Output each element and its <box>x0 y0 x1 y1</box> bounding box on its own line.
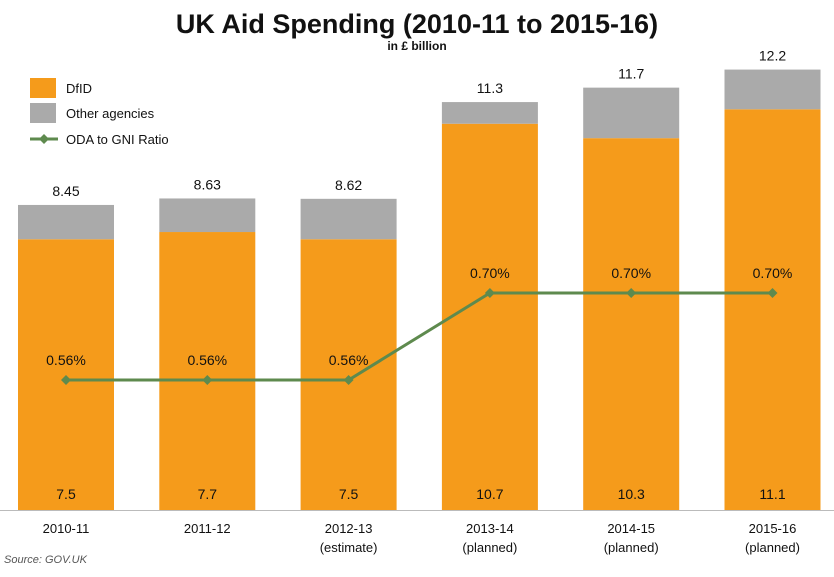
ratio-label: 0.70% <box>753 265 793 281</box>
x-tick-label: 2013-14 <box>466 521 514 536</box>
bar-dfid <box>441 123 538 510</box>
bar-other-agencies <box>583 87 680 139</box>
x-tick-label: (estimate) <box>320 540 378 555</box>
dfid-value-label: 7.5 <box>56 486 76 502</box>
ratio-marker <box>343 375 354 385</box>
total-label: 11.7 <box>618 66 644 82</box>
chart-subtitle: in £ billion <box>387 39 446 53</box>
x-tick-label: 2015-16 <box>749 521 797 536</box>
bar-other-agencies <box>724 69 821 110</box>
total-label: 8.45 <box>52 183 79 199</box>
bar-other-agencies <box>441 102 538 124</box>
ratio-label: 0.56% <box>329 352 369 368</box>
bar-dfid <box>18 239 114 510</box>
ratio-label: 0.56% <box>46 352 86 368</box>
ratio-label: 0.56% <box>187 352 227 368</box>
dfid-value-label: 7.7 <box>198 486 218 502</box>
ratio-marker <box>61 375 71 385</box>
legend-label-other: Other agencies <box>66 106 155 121</box>
legend-swatch-other <box>30 103 56 123</box>
bar-other-agencies <box>18 204 114 240</box>
ratio-marker <box>767 288 778 298</box>
x-tick-label: (planned) <box>462 540 517 555</box>
ratio-label: 0.70% <box>470 265 510 281</box>
legend-label-dfid: DfID <box>66 81 92 96</box>
bar-other-agencies <box>159 198 256 233</box>
bar-dfid <box>583 138 680 511</box>
x-tick-label: 2014-15 <box>607 521 655 536</box>
bar-dfid <box>724 109 821 510</box>
x-axis: 2010-11 2011-12 2012-13 (estimate) 2013-14 (p… <box>0 510 834 555</box>
legend: DfID Other agencies ODA to GNI Ratio <box>30 78 169 147</box>
bar-dfid <box>300 239 397 510</box>
dfid-value-label: 7.5 <box>339 486 359 502</box>
bar-other-agencies <box>300 198 397 240</box>
legend-marker-ratio <box>39 134 49 144</box>
chart-title: UK Aid Spending (2010-11 to 2015-16) <box>176 9 658 39</box>
bars-group <box>18 69 821 511</box>
legend-swatch-dfid <box>30 78 56 98</box>
labels-group: 8.45 7.5 8.63 7.7 8.62 7.5 11.3 10.7 11.7 10.3 12.… <box>46 48 792 502</box>
x-tick-label: 2010-11 <box>43 521 90 536</box>
x-tick-label: 2011-12 <box>184 521 231 536</box>
total-label: 11.3 <box>477 80 503 96</box>
x-tick-label: (planned) <box>604 540 659 555</box>
dfid-value-label: 10.7 <box>476 486 503 502</box>
ratio-line <box>66 291 773 382</box>
ratio-marker <box>202 375 213 385</box>
dfid-value-label: 10.3 <box>618 486 645 502</box>
bar-dfid <box>159 232 256 510</box>
total-label: 12.2 <box>759 48 786 64</box>
source-note: Source: GOV.UK <box>4 554 88 566</box>
x-tick-label: 2012-13 <box>325 521 373 536</box>
ratio-marker <box>626 288 637 298</box>
x-tick-label: (planned) <box>745 540 800 555</box>
dfid-value-label: 11.1 <box>759 486 785 502</box>
ratio-marker <box>484 288 495 298</box>
legend-label-ratio: ODA to GNI Ratio <box>66 132 169 147</box>
ratio-line-group <box>61 288 778 385</box>
ratio-label: 0.70% <box>611 265 651 281</box>
total-label: 8.62 <box>335 177 362 193</box>
total-label: 8.63 <box>194 176 221 192</box>
